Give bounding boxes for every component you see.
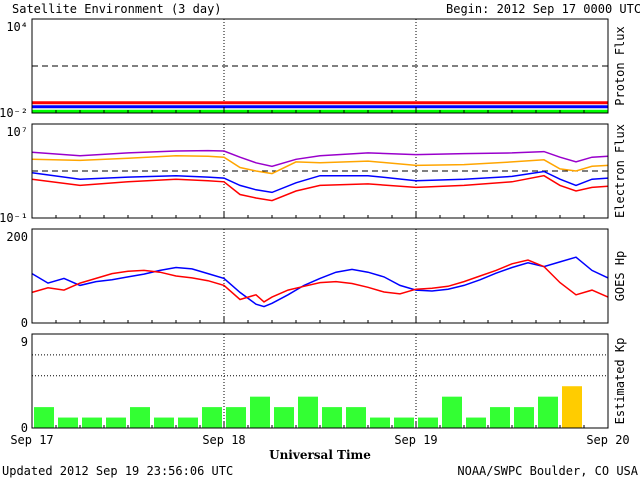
- source-credit: NOAA/SWPC Boulder, CO USA: [457, 464, 638, 478]
- ytick-label-top: 9: [21, 335, 28, 349]
- kp-bar: [562, 386, 582, 428]
- ytick-label-bottom: 0: [21, 421, 28, 435]
- kp-bar: [466, 417, 486, 428]
- ytick-label-bottom: 10⁻²: [0, 106, 28, 120]
- xtick-label: Sep 19: [394, 433, 437, 447]
- ytick-label-bottom: 10⁻¹: [0, 211, 28, 225]
- series-line-1: [31, 149, 609, 168]
- ylabel: Proton Flux: [613, 26, 627, 105]
- kp-bar: [250, 396, 270, 428]
- panel-frame: [31, 123, 609, 219]
- kp-bar: [130, 407, 150, 428]
- kp-bar: [226, 407, 246, 428]
- xtick-label: Sep 17: [10, 433, 53, 447]
- kp-bar: [322, 407, 342, 428]
- ytick-label-top: 200: [6, 230, 28, 244]
- series-line-1: [31, 256, 609, 308]
- kp-bar: [490, 407, 510, 428]
- ytick-label-top: 10⁷: [6, 125, 28, 139]
- kp-bar: [82, 417, 102, 428]
- kp-bar: [442, 396, 462, 428]
- xtick-label: Sep 20: [586, 433, 629, 447]
- kp-bar: [178, 417, 198, 428]
- kp-bar: [274, 407, 294, 428]
- begin-time: Begin: 2012 Sep 17 0000 UTC: [446, 2, 640, 16]
- kp-bar: [346, 407, 366, 428]
- series-line-4: [31, 174, 609, 202]
- kp-bar: [34, 407, 54, 428]
- ylabel: GOES Hp: [613, 251, 627, 302]
- kp-bar: [394, 417, 414, 428]
- panel-frame: [31, 228, 609, 324]
- kp-bar: [298, 396, 318, 428]
- xlabel: Universal Time: [269, 448, 371, 462]
- series-line-3: [31, 170, 609, 194]
- chart-title: Satellite Environment (3 day): [12, 2, 222, 16]
- xtick-label: Sep 18: [202, 433, 245, 447]
- kp-bar: [106, 417, 126, 428]
- kp-bar: [418, 417, 438, 428]
- ytick-label-bottom: 0: [21, 316, 28, 330]
- updated-timestamp: Updated 2012 Sep 19 23:56:06 UTC: [2, 464, 234, 478]
- kp-bar: [514, 407, 534, 428]
- series-line-2: [31, 154, 609, 175]
- ytick-label-top: 10⁴: [6, 20, 28, 34]
- kp-bar: [370, 417, 390, 428]
- ylabel: Electron Flux: [613, 124, 627, 218]
- kp-bar: [538, 396, 558, 428]
- series-line-2: [31, 259, 609, 303]
- panel-frame: [31, 18, 609, 114]
- ylabel: Estimated Kp: [613, 338, 627, 425]
- kp-bar: [58, 417, 78, 428]
- kp-bar: [154, 417, 174, 428]
- kp-bar: [202, 407, 222, 428]
